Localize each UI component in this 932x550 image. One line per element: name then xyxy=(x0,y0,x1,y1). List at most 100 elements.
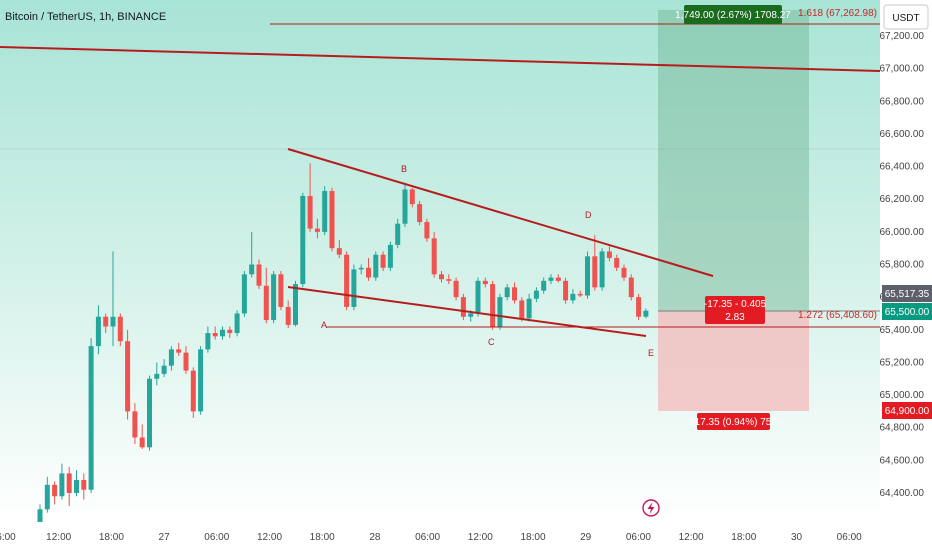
candle[interactable] xyxy=(475,277,481,317)
candle[interactable] xyxy=(563,277,569,304)
candle[interactable] xyxy=(329,187,335,252)
candle[interactable] xyxy=(59,463,65,500)
candle[interactable] xyxy=(300,192,306,288)
candle[interactable] xyxy=(205,326,211,353)
candle-body xyxy=(563,280,569,301)
candle[interactable] xyxy=(643,308,649,319)
candle[interactable] xyxy=(161,359,167,378)
candle[interactable] xyxy=(132,403,138,445)
candle[interactable] xyxy=(380,251,386,272)
candle[interactable] xyxy=(599,248,605,291)
candle[interactable] xyxy=(585,251,590,299)
candle[interactable] xyxy=(249,231,255,278)
candle[interactable] xyxy=(417,200,423,226)
candle[interactable] xyxy=(88,337,94,493)
candle[interactable] xyxy=(125,329,131,420)
candle-body xyxy=(599,251,605,288)
lightning-icon[interactable] xyxy=(642,499,660,517)
candle[interactable] xyxy=(322,186,328,236)
currency-button[interactable]: USDT xyxy=(883,4,929,30)
candle[interactable] xyxy=(533,287,539,303)
candle[interactable] xyxy=(95,305,101,355)
candle[interactable] xyxy=(212,326,218,340)
candle[interactable] xyxy=(431,231,437,278)
candle[interactable] xyxy=(482,277,488,288)
candle[interactable] xyxy=(190,367,196,418)
candle[interactable] xyxy=(548,274,554,285)
candle[interactable] xyxy=(256,259,262,289)
candle[interactable] xyxy=(497,293,503,330)
candle[interactable] xyxy=(387,241,393,272)
candle[interactable] xyxy=(147,375,152,451)
candle[interactable] xyxy=(154,362,160,386)
candles[interactable] xyxy=(37,163,649,522)
candle[interactable] xyxy=(592,235,598,291)
candle[interactable] xyxy=(263,267,269,324)
candle[interactable] xyxy=(541,277,547,294)
candle[interactable] xyxy=(110,251,116,347)
candle[interactable] xyxy=(66,466,72,507)
candle[interactable] xyxy=(278,271,284,311)
currency-button-label[interactable]: USDT xyxy=(892,13,919,24)
candle[interactable] xyxy=(176,342,182,356)
candle[interactable] xyxy=(74,470,79,497)
candle[interactable] xyxy=(241,271,247,317)
candle[interactable] xyxy=(227,326,233,338)
candle[interactable] xyxy=(628,274,634,301)
candle[interactable] xyxy=(44,476,50,513)
candle[interactable] xyxy=(373,251,379,281)
candle[interactable] xyxy=(577,290,583,298)
candle[interactable] xyxy=(336,240,342,258)
candle[interactable] xyxy=(453,277,459,301)
candle[interactable] xyxy=(424,218,430,242)
candle[interactable] xyxy=(307,163,313,232)
wave-label-a: A xyxy=(321,320,327,330)
currency-button-bg[interactable] xyxy=(883,4,929,30)
candle-body xyxy=(592,256,598,288)
candle[interactable] xyxy=(37,504,43,522)
candle[interactable] xyxy=(168,346,174,371)
candle[interactable] xyxy=(446,274,452,285)
candle[interactable] xyxy=(81,473,87,500)
candle[interactable] xyxy=(621,264,627,281)
candle[interactable] xyxy=(402,182,408,227)
candle-body xyxy=(212,333,218,337)
candle[interactable] xyxy=(183,346,189,374)
candle[interactable] xyxy=(351,264,357,311)
candle[interactable] xyxy=(285,300,291,329)
candle[interactable] xyxy=(555,274,561,283)
candle[interactable] xyxy=(519,297,525,322)
candle[interactable] xyxy=(504,284,510,301)
candle[interactable] xyxy=(439,271,444,283)
candle[interactable] xyxy=(366,257,371,281)
candle-body xyxy=(103,316,109,327)
candle[interactable] xyxy=(526,293,532,322)
candle[interactable] xyxy=(358,264,364,275)
candle[interactable] xyxy=(103,313,109,334)
time-tick-label: 18:00 xyxy=(520,532,545,543)
candle[interactable] xyxy=(570,288,576,304)
candle[interactable] xyxy=(606,244,612,262)
candle[interactable] xyxy=(614,254,620,272)
candle[interactable] xyxy=(198,346,204,415)
candle-body xyxy=(453,280,459,298)
candle[interactable] xyxy=(234,310,240,337)
candle[interactable] xyxy=(220,326,225,340)
lightning-icon-bolt[interactable] xyxy=(647,502,655,514)
candle[interactable] xyxy=(460,293,466,320)
candle[interactable] xyxy=(409,187,415,208)
candle[interactable] xyxy=(52,481,58,505)
candle[interactable] xyxy=(139,424,145,449)
candle[interactable] xyxy=(512,282,517,304)
candle[interactable] xyxy=(314,218,320,239)
stop-zone xyxy=(658,311,809,411)
candle[interactable] xyxy=(490,280,496,330)
candle[interactable] xyxy=(344,251,350,311)
current-price-tag-bg xyxy=(882,285,932,302)
candle[interactable] xyxy=(395,218,401,249)
position-zones xyxy=(658,10,809,411)
candle[interactable] xyxy=(636,293,642,320)
candle[interactable] xyxy=(117,313,123,347)
candle[interactable] xyxy=(271,271,277,324)
